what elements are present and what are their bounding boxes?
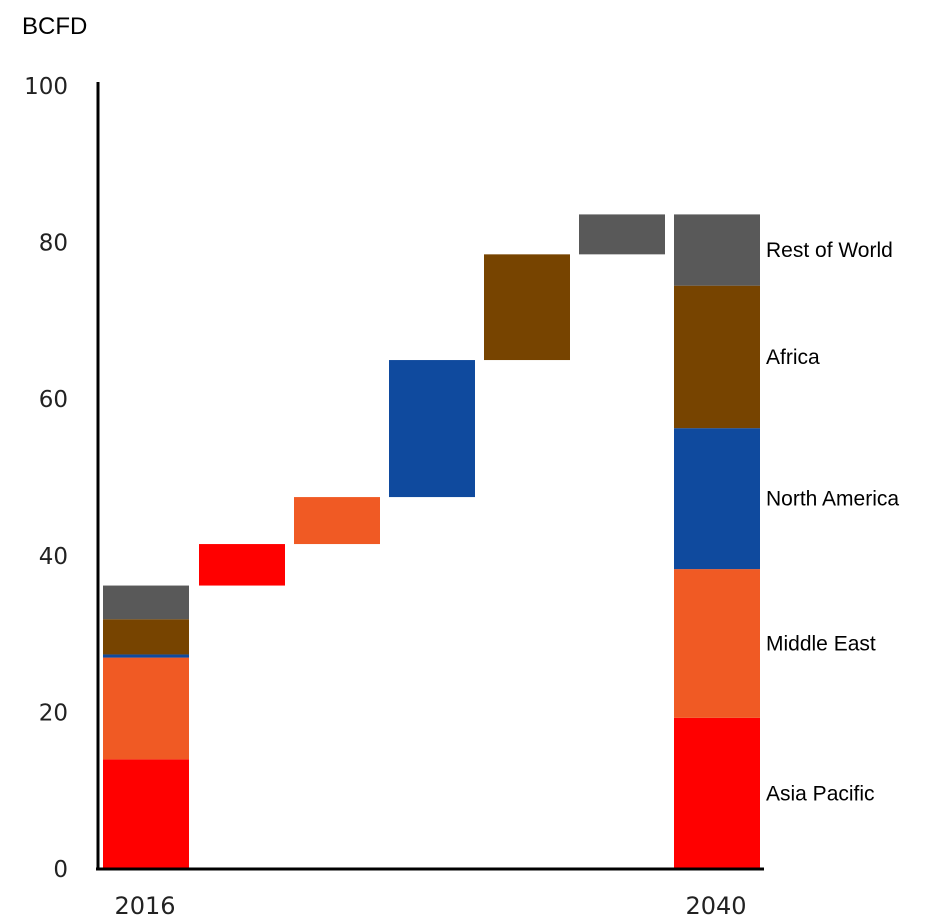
start-bar-segment-asia-pacific [103, 759, 189, 869]
end-bar-segment-africa [674, 285, 760, 429]
y-tick-label: 60 [39, 387, 68, 413]
y-axis-unit-label: BCFD [22, 13, 87, 40]
segment-label-north-america: North America [766, 488, 899, 511]
y-tick-label: 20 [39, 700, 68, 726]
end-bar-segment-middle-east [674, 569, 760, 718]
step-bar-middle-east [294, 497, 380, 545]
segment-label-asia-pacific: Asia Pacific [766, 782, 875, 805]
segment-label-africa: Africa [766, 346, 820, 369]
step-bar-africa [484, 254, 570, 361]
x-label-end: 2040 [685, 892, 746, 920]
x-label-start: 2016 [114, 892, 175, 920]
y-axis-ticks: 0 20 40 60 80 100 [24, 74, 68, 883]
segment-labels: Asia Pacific Middle East North America Afri… [766, 239, 899, 805]
segment-label-rest-of-world: Rest of World [766, 239, 893, 262]
end-bar-segment-north-america [674, 428, 760, 570]
end-bar-segment-rest-of-world [674, 214, 760, 286]
step-bar-rest-of-world [579, 214, 665, 255]
bars-layer [103, 214, 760, 869]
y-tick-label: 80 [39, 231, 68, 257]
y-tick-label: 100 [24, 74, 68, 100]
step-bar-north-america [389, 360, 475, 498]
end-bar-segment-asia-pacific [674, 717, 760, 869]
start-bar-segment-rest-of-world [103, 585, 189, 620]
start-bar-segment-middle-east [103, 657, 189, 760]
start-bar-segment-north-america [103, 654, 189, 658]
y-tick-label: 40 [39, 544, 68, 570]
y-tick-label: 0 [53, 857, 68, 883]
step-bar-asia-pacific [199, 544, 285, 586]
segment-label-middle-east: Middle East [766, 632, 876, 655]
start-bar-segment-africa [103, 619, 189, 655]
